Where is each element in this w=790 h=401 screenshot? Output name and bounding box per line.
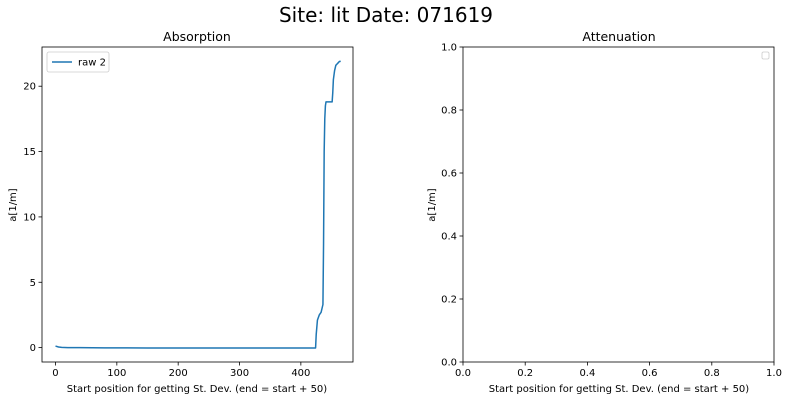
absorption-series bbox=[55, 60, 341, 349]
attenuation-legend bbox=[761, 51, 770, 60]
attenuation-xtick-label: 0.2 bbox=[517, 368, 533, 379]
absorption-title: Absorption bbox=[163, 29, 231, 44]
attenuation-ytick-label: 0.2 bbox=[441, 295, 457, 306]
absorption-ytick-label: 15 bbox=[23, 147, 36, 158]
absorption-ytick-label: 5 bbox=[30, 278, 36, 289]
attenuation-ytick-label: 0.0 bbox=[441, 358, 457, 369]
attenuation-xtick-label: 0.6 bbox=[642, 368, 658, 379]
absorption-ytick-label: 10 bbox=[23, 212, 36, 223]
attenuation-ytick-label: 0.6 bbox=[441, 169, 457, 180]
absorption-xtick-label: 400 bbox=[291, 368, 310, 379]
absorption-legend-label: raw 2 bbox=[78, 58, 106, 69]
absorption-xtick-label: 0 bbox=[52, 368, 58, 379]
absorption-axes: Absorption Start position for getting St… bbox=[8, 29, 354, 395]
absorption-legend-box bbox=[46, 51, 110, 73]
attenuation-ytick-label: 0.4 bbox=[441, 232, 457, 243]
absorption-xtick-label: 300 bbox=[230, 368, 249, 379]
attenuation-ytick-label: 0.8 bbox=[441, 106, 457, 117]
attenuation-frame bbox=[462, 46, 775, 363]
absorption-frame bbox=[41, 46, 354, 363]
attenuation-legend-box bbox=[761, 51, 770, 60]
absorption-ylabel: a[1/m] bbox=[8, 188, 19, 222]
absorption-legend: raw 2 bbox=[46, 51, 110, 73]
figure-suptitle: Site: lit Date: 071619 bbox=[279, 3, 493, 27]
absorption-xtick-label: 100 bbox=[107, 368, 126, 379]
attenuation-ytick-label: 1.0 bbox=[441, 43, 457, 54]
attenuation-axes: Attenuation Start position for getting S… bbox=[427, 29, 782, 395]
absorption-ytick-label: 0 bbox=[30, 343, 36, 354]
attenuation-xlabel: Start position for getting St. Dev. (end… bbox=[489, 384, 750, 395]
attenuation-xtick-label: 0.4 bbox=[579, 368, 595, 379]
absorption-xtick-label: 200 bbox=[169, 368, 188, 379]
attenuation-ticks: 0.0 0.2 0.4 0.6 0.8 1.0 0.0 0.2 0.4 0.6 0.8 1.0 bbox=[441, 43, 782, 380]
absorption-ticks: 0 100 200 300 400 0 5 10 15 20 bbox=[23, 82, 310, 379]
absorption-series-line bbox=[55, 60, 341, 349]
absorption-ytick-label: 20 bbox=[23, 82, 36, 93]
attenuation-xtick-label: 1.0 bbox=[766, 368, 782, 379]
attenuation-xtick-label: 0.8 bbox=[704, 368, 720, 379]
attenuation-xtick-label: 0.0 bbox=[455, 368, 471, 379]
absorption-xlabel: Start position for getting St. Dev. (end… bbox=[67, 384, 328, 395]
attenuation-ylabel: a[1/m] bbox=[427, 188, 438, 222]
attenuation-title: Attenuation bbox=[582, 29, 655, 44]
